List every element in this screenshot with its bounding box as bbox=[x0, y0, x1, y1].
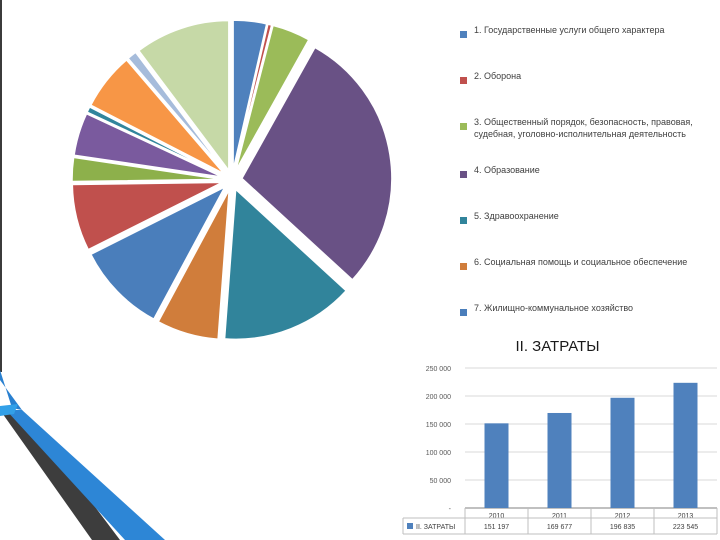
legend-swatch bbox=[460, 263, 467, 270]
legend-swatch bbox=[460, 217, 467, 224]
pie-slice-12 bbox=[89, 58, 225, 175]
pie-slice-3 bbox=[234, 24, 310, 172]
x-tick-label: 2011 bbox=[552, 513, 567, 520]
left-divider bbox=[0, 0, 2, 372]
corner-small-tab bbox=[0, 370, 22, 410]
pie-legend: 1. Государственные услуги общего характе… bbox=[458, 0, 720, 330]
pie-slice-13 bbox=[127, 51, 227, 173]
corner-dark-stripe bbox=[0, 410, 120, 540]
legend-label: 7. Жилищно-коммунальное хозяйство bbox=[474, 303, 634, 313]
table-value: 169 677 bbox=[547, 524, 572, 531]
table-legend-key bbox=[407, 523, 413, 529]
legend-swatch bbox=[460, 171, 467, 178]
decorative-corner bbox=[0, 370, 165, 540]
y-tick-label: 50 000 bbox=[430, 478, 452, 485]
legend-label: 1. Государственные услуги общего характе… bbox=[474, 25, 665, 35]
y-tick-label: - bbox=[449, 506, 452, 513]
legend-label: 2. Оборона bbox=[474, 71, 522, 81]
legend-swatch bbox=[460, 77, 467, 84]
legend-label: 5. Здравоохранение bbox=[474, 211, 559, 221]
pie-slice-4 bbox=[240, 46, 393, 281]
bar-chart-panel: II. ЗАТРАТЫ - 50 000 100 000 150 000 200 000… bbox=[395, 330, 720, 540]
pie-slice-5 bbox=[223, 187, 348, 341]
corner-accent bbox=[0, 404, 18, 416]
legend-swatch bbox=[460, 123, 467, 130]
bar-chart-title: II. ЗАТРАТЫ bbox=[515, 338, 600, 355]
pie-slice-8 bbox=[71, 181, 223, 251]
pie-slice-9 bbox=[71, 156, 223, 183]
x-tick-label: 2010 bbox=[489, 513, 505, 520]
pie-slice-1 bbox=[232, 19, 268, 171]
legend-item-6: 6. Социальная помощь и социальное обеспе… bbox=[458, 256, 713, 270]
legend-item-3: 3. Общественный порядок, безопасность, п… bbox=[458, 116, 713, 140]
y-tick-label: 250 000 bbox=[426, 366, 451, 373]
x-tick-label: 2013 bbox=[678, 513, 694, 520]
bar-2013 bbox=[673, 382, 698, 508]
x-tick-label: 2012 bbox=[615, 513, 631, 520]
legend-item-4: 4. Образование bbox=[458, 164, 713, 178]
legend-label: 6. Социальная помощь и социальное обеспе… bbox=[474, 257, 688, 267]
bar-2010 bbox=[484, 423, 509, 508]
legend-item-2: 2. Оборона bbox=[458, 70, 713, 84]
y-tick-label: 100 000 bbox=[426, 450, 451, 457]
legend-item-5: 5. Здравоохранение bbox=[458, 210, 713, 224]
pie-slice-2 bbox=[233, 23, 273, 171]
y-tick-label: 200 000 bbox=[426, 394, 451, 401]
table-value: 151 197 bbox=[484, 524, 509, 531]
pie-slice-10 bbox=[73, 112, 223, 178]
bar-2012 bbox=[610, 397, 635, 508]
pie-slice-7 bbox=[89, 185, 227, 321]
legend-item-1: 1. Государственные услуги общего характе… bbox=[458, 24, 713, 38]
table-value: 223 545 bbox=[673, 524, 698, 531]
corner-blue-stripe bbox=[6, 410, 165, 540]
table-series-name: II. ЗАТРАТЫ bbox=[416, 524, 455, 531]
bar-2011 bbox=[547, 412, 572, 508]
legend-swatch bbox=[460, 31, 467, 38]
pie-slice-14 bbox=[137, 19, 230, 173]
pie-chart bbox=[71, 19, 393, 341]
legend-label: 3. Общественный порядок, безопасность, п… bbox=[474, 117, 693, 139]
legend-swatch bbox=[460, 309, 467, 316]
legend-item-7: 7. Жилищно-коммунальное хозяйство bbox=[458, 302, 713, 316]
pie-slice-6 bbox=[157, 189, 230, 340]
legend-label: 4. Образование bbox=[474, 165, 540, 175]
bar-chart: - 50 000 100 000 150 000 200 000 250 000 2010 2… bbox=[402, 366, 718, 535]
table-value: 196 835 bbox=[610, 524, 635, 531]
pie-slice-11 bbox=[86, 105, 224, 177]
y-tick-label: 150 000 bbox=[426, 422, 451, 429]
